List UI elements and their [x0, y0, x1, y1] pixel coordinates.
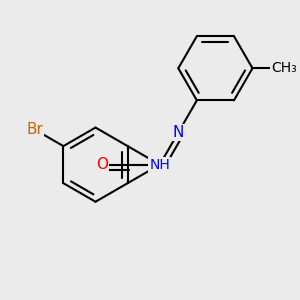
Text: NH: NH [149, 158, 170, 172]
Text: CH₃: CH₃ [271, 61, 297, 75]
Text: Br: Br [26, 122, 43, 137]
Text: N: N [172, 125, 184, 140]
Text: O: O [96, 157, 108, 172]
